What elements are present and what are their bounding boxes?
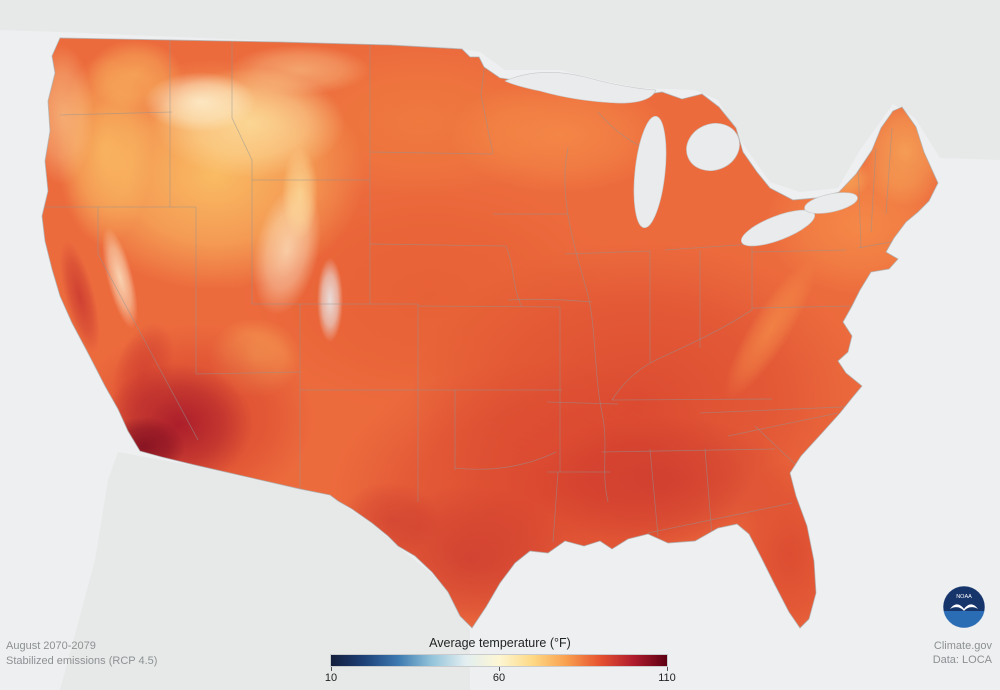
canada-landmass — [0, 0, 1000, 192]
great-lakes — [504, 72, 858, 247]
state-borders — [42, 40, 903, 543]
tickmark-110 — [667, 667, 668, 671]
source-label: Climate.gov — [933, 640, 992, 652]
legend-title: Average temperature (°F) — [429, 636, 571, 650]
noaa-logo-text: NOAA — [956, 594, 972, 600]
legend-ticklabels: 10 60 110 — [325, 671, 676, 685]
tickmark-10 — [331, 667, 332, 671]
lake-michigan — [633, 115, 667, 229]
legend-tickmarks — [330, 667, 670, 671]
noaa-logo-icon: NOAA — [942, 585, 986, 629]
temperature-legend: Average temperature (°F) 10 60 110 — [325, 636, 676, 685]
footer-right: Climate.gov Data: LOCA — [933, 639, 992, 667]
footer-left: August 2070-2079 Stabilized emissions (R… — [6, 639, 157, 669]
lake-ontario — [804, 192, 858, 214]
lake-superior — [504, 72, 657, 104]
period-label: August 2070-2079 — [6, 640, 96, 652]
mexico-landmass — [60, 452, 470, 690]
lake-erie — [741, 209, 815, 247]
tick-label-60: 60 — [492, 672, 506, 684]
data-label: Data: LOCA — [932, 654, 992, 666]
tick-label-10: 10 — [324, 672, 338, 684]
tick-label-110: 110 — [658, 672, 676, 684]
lake-huron — [686, 123, 740, 171]
scenario-label: Stabilized emissions (RCP 4.5) — [6, 655, 158, 667]
colorbar-gradient — [330, 654, 668, 667]
tickmark-60 — [499, 667, 500, 671]
